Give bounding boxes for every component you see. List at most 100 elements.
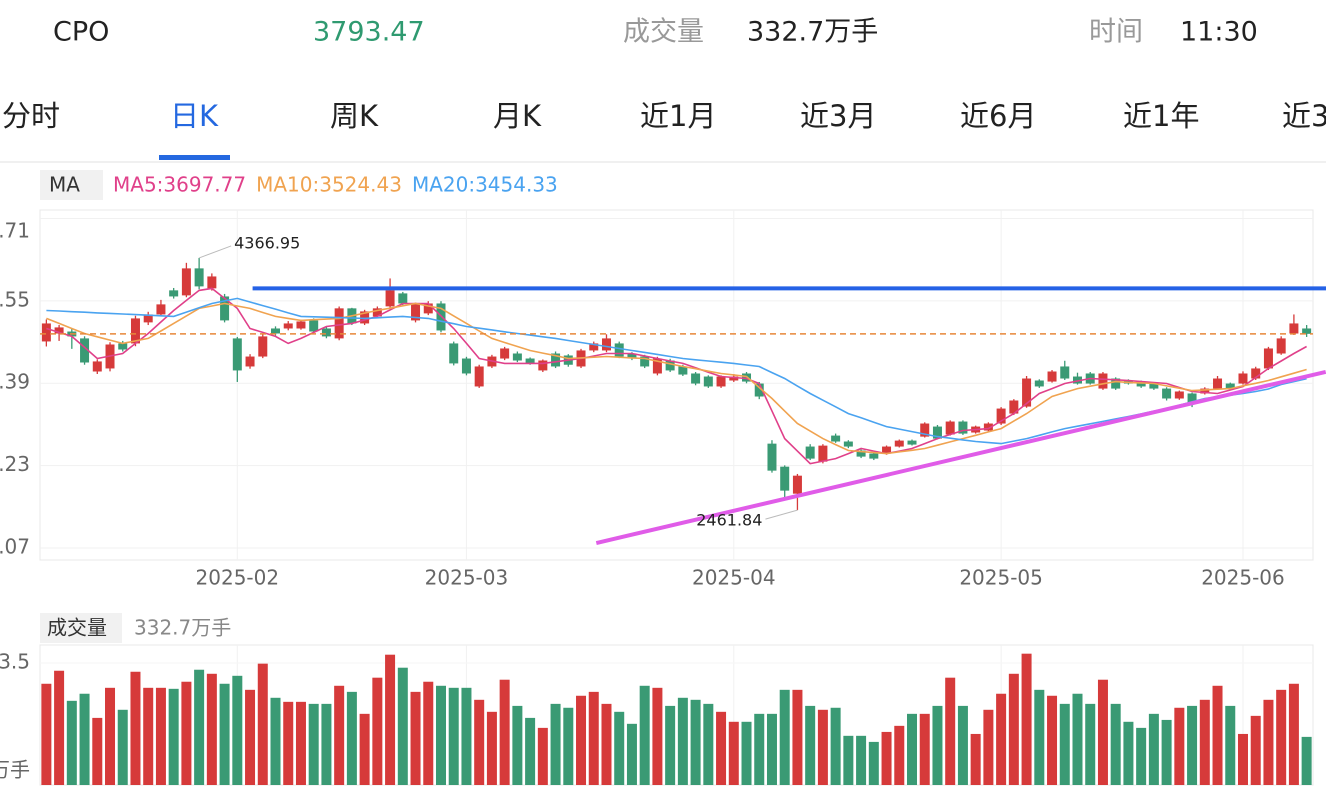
tab[interactable]: 近3 <box>1282 99 1326 133</box>
volume-bar <box>550 703 561 785</box>
candle-body <box>194 268 204 287</box>
volume-bar <box>194 669 205 785</box>
volume-bar <box>1034 689 1045 785</box>
tab[interactable]: 日K <box>170 99 219 133</box>
volume-bar <box>257 663 268 785</box>
candle-body <box>640 356 650 367</box>
leader-line <box>765 509 798 520</box>
volume-bar <box>1225 705 1236 785</box>
volume-bar <box>308 703 319 785</box>
tab[interactable]: 分时 <box>2 99 60 133</box>
volume-bar <box>1199 699 1210 785</box>
candle-body <box>54 327 64 334</box>
candle-body <box>220 296 230 321</box>
y-tick-label: .71 <box>0 219 30 243</box>
volume-bar <box>1288 683 1299 785</box>
candle-body <box>983 423 993 431</box>
volume-bar <box>92 717 103 785</box>
volume-bar <box>919 713 930 785</box>
volume-bar <box>957 705 968 785</box>
volume-bar <box>321 703 332 785</box>
ma-line <box>46 297 1307 445</box>
volume-bar <box>639 685 650 785</box>
volume-bar <box>716 711 727 785</box>
volume-legend-value: 332.7万手 <box>134 616 231 640</box>
y-tick-label: .55 <box>0 287 30 311</box>
candle-body <box>372 308 382 317</box>
candle-body <box>678 366 688 375</box>
volume-bar <box>588 691 599 785</box>
tab[interactable]: 周K <box>330 99 379 133</box>
volume-bar <box>206 673 217 785</box>
candle-body <box>805 446 815 459</box>
volume-bar <box>1072 693 1083 785</box>
volume-bar <box>626 723 637 785</box>
candle-body <box>321 328 331 337</box>
volume-bar <box>983 709 994 785</box>
tab[interactable]: 近1年 <box>1123 99 1199 133</box>
volume-bar <box>741 721 752 785</box>
volume-bar <box>843 735 854 785</box>
candle-body <box>907 440 917 445</box>
volume-bar <box>1174 707 1185 785</box>
volume-bar <box>881 731 892 785</box>
tab[interactable]: 近6月 <box>960 99 1036 133</box>
volume-bar <box>155 687 166 785</box>
time-label: 时间 <box>1089 17 1143 48</box>
volume-bar <box>907 713 918 785</box>
volume-label: 成交量 <box>623 17 704 48</box>
volume-bar <box>448 687 459 785</box>
candle-body <box>703 376 713 387</box>
candle-body <box>601 338 611 351</box>
candle-body <box>1302 328 1312 334</box>
volume-legend-label: 成交量 <box>47 616 107 640</box>
volume-bar <box>690 699 701 785</box>
x-tick-label: 2025-05 <box>959 566 1043 590</box>
volume-bar <box>461 687 472 785</box>
candle-body <box>500 348 510 359</box>
volume-bar <box>1021 653 1032 785</box>
volume-bar <box>652 687 663 785</box>
candle-body <box>1187 393 1197 404</box>
volume-bar <box>665 705 676 785</box>
candle-body <box>309 320 319 332</box>
volume-bar <box>1161 719 1172 785</box>
candle-body <box>1136 381 1146 387</box>
candle-body <box>360 311 370 324</box>
candle-body <box>1289 323 1299 334</box>
volume-bar <box>512 705 523 785</box>
candle-body <box>945 421 955 435</box>
volume-bar <box>410 691 421 785</box>
leader-line <box>198 245 232 259</box>
legend-box <box>40 613 122 643</box>
candle-body <box>1263 348 1273 369</box>
tab[interactable]: 月K <box>493 99 542 133</box>
volume-bar <box>359 713 370 785</box>
candle-body <box>398 293 408 304</box>
volume-bar <box>66 700 77 785</box>
volume-bar <box>1148 713 1159 785</box>
candle-body <box>818 445 828 462</box>
volume-bar <box>1187 705 1198 785</box>
volume-bar <box>856 735 867 785</box>
volume-bar <box>435 685 446 785</box>
tab[interactable]: 近3月 <box>800 99 876 133</box>
volume-bar <box>1047 695 1058 785</box>
volume-bar <box>1059 703 1070 785</box>
tab[interactable]: 近1月 <box>640 99 716 133</box>
price-frame <box>39 209 1314 561</box>
candle-body <box>525 358 535 364</box>
volume-frame <box>39 644 1314 786</box>
volume-bar <box>945 677 956 785</box>
candle-body <box>461 358 471 374</box>
volume-bar <box>766 713 777 785</box>
volume: 332.7万手 <box>747 17 878 48</box>
candle-body <box>1276 338 1286 354</box>
candle-body <box>1047 371 1057 382</box>
volume-bar <box>143 687 154 785</box>
volume-bar <box>54 670 65 785</box>
candle-body <box>792 475 802 494</box>
time: 11:30 <box>1180 17 1258 48</box>
volume-bar <box>970 733 981 785</box>
